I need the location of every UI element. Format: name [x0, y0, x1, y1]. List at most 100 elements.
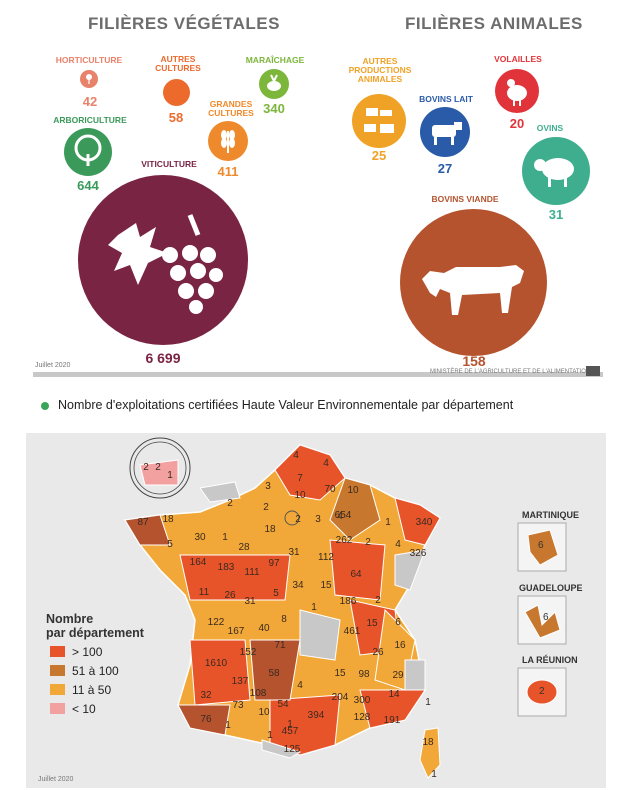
reunion-label: LA RÉUNION — [522, 655, 578, 665]
guadeloupe-label: GUADELOUPE — [519, 583, 583, 593]
department-value: 111 — [244, 567, 260, 578]
department-value: 128 — [354, 712, 371, 723]
martinique-label: MARTINIQUE — [522, 510, 579, 520]
department-value: 1 — [431, 769, 437, 780]
legend-label: 51 à 100 — [72, 664, 119, 678]
department-value: 1 — [225, 720, 231, 731]
legend-swatch — [50, 646, 65, 657]
footer-bar — [33, 372, 603, 377]
region-champagne — [329, 477, 381, 541]
department-value: 87 — [137, 517, 149, 528]
department-value: 262 — [336, 535, 353, 546]
department-value: 32 — [200, 690, 212, 701]
department-value: 18 — [264, 524, 276, 535]
department-value: 10 — [347, 485, 359, 496]
department-value: 29 — [392, 670, 404, 681]
department-value: 152 — [240, 647, 257, 658]
department-value: 112 — [318, 552, 334, 563]
department-value: 125 — [284, 744, 301, 755]
legend-title-line1: Nombre — [46, 612, 94, 626]
department-value: 654 — [335, 510, 352, 521]
bovins-lait-label: BOVINS LAIT — [419, 94, 473, 104]
no-data-massif — [299, 609, 341, 661]
volailles-label: VOLAILLES — [494, 54, 542, 64]
department-value: 64 — [350, 569, 362, 580]
bullet-icon — [41, 402, 49, 410]
flower-icon — [80, 70, 98, 88]
legend-title: Nombre par département — [46, 612, 144, 640]
corsica — [419, 727, 441, 779]
legend-label: 11 à 50 — [72, 683, 112, 697]
department-value: 15 — [320, 580, 332, 591]
department-value: 58 — [268, 668, 280, 679]
department-value: 54 — [277, 699, 289, 710]
department-value: 457 — [282, 726, 299, 737]
department-value: 1 — [311, 602, 317, 613]
grandes-cultures-value: 411 — [217, 164, 239, 179]
department-value: 1 — [267, 730, 273, 741]
department-value: 191 — [384, 715, 401, 726]
department-value: 18 — [162, 514, 174, 525]
department-value: 183 — [218, 562, 235, 573]
beef-cow-icon — [400, 209, 547, 356]
autres-cultures-label: AUTRES CULTURES — [155, 54, 201, 73]
department-value: 34 — [292, 580, 304, 591]
legend-swatch — [50, 684, 65, 695]
viticulture-value: 6 699 — [145, 350, 181, 366]
department-value: 340 — [416, 517, 433, 528]
department-value: 11 — [199, 587, 210, 598]
dairy-cow-icon — [420, 107, 470, 157]
department-value: 122 — [208, 617, 225, 628]
no-data-alpine — [404, 659, 426, 691]
department-value: 16 — [394, 640, 406, 651]
department-value: 2 — [155, 462, 161, 473]
vegetable-icon — [259, 69, 289, 99]
department-value: 4 — [395, 539, 401, 550]
department-value: 4 — [323, 458, 329, 469]
arboriculture-label: ARBORICULTURE — [53, 115, 127, 125]
horticulture-label: HORTICULTURE — [55, 55, 123, 65]
chicken-icon — [495, 69, 539, 113]
autres-productions-label: AUTRES PRODUCTIONS ANIMALES — [348, 56, 412, 84]
department-value: 71 — [274, 640, 286, 651]
department-value: 300 — [354, 695, 371, 706]
department-value: 1610 — [205, 658, 228, 669]
department-value: 3 — [315, 514, 321, 525]
farm-animals-icon — [352, 94, 406, 148]
department-value: 2 — [375, 595, 381, 606]
department-value: 5 — [167, 539, 173, 550]
department-value: 26 — [224, 590, 236, 601]
department-value: 326 — [410, 548, 427, 559]
department-value: 8 — [281, 614, 287, 625]
region-bordeaux — [189, 639, 251, 706]
no-data-pyrenees — [261, 739, 302, 759]
grandes-cultures-label: GRANDES CULTURES — [208, 99, 254, 118]
region-loire — [179, 554, 291, 601]
ministry-logo — [586, 366, 600, 376]
reunion-value: 2 — [539, 686, 545, 697]
arboriculture-value: 644 — [77, 178, 99, 193]
department-value: 30 — [194, 532, 206, 543]
legend-label: < 10 — [72, 702, 96, 716]
guadeloupe-value: 6 — [543, 612, 549, 623]
department-value: 204 — [332, 692, 349, 703]
sector-infographic: FILIÈRES VÉGÉTALES FILIÈRES ANIMALES HOR… — [0, 0, 633, 388]
department-value: 2 — [143, 462, 149, 473]
map-caption: Nombre d'exploitations certifiées Haute … — [58, 398, 514, 412]
department-value: 40 — [258, 623, 270, 634]
department-value: 2 — [263, 502, 269, 513]
department-value: 97 — [268, 558, 280, 569]
department-value: 70 — [324, 484, 336, 495]
department-value: 167 — [228, 626, 245, 637]
department-value: 98 — [358, 669, 370, 680]
legend-label: > 100 — [72, 645, 103, 659]
grape-icon — [78, 175, 248, 345]
maraichage-value: 340 — [263, 101, 285, 116]
region-languedoc — [269, 694, 341, 756]
department-value: 7 — [297, 473, 303, 484]
department-value: 4 — [337, 511, 343, 522]
no-data-nw — [199, 481, 241, 503]
department-value: 1 — [287, 719, 293, 730]
region-provence — [359, 689, 426, 729]
tree-icon — [64, 128, 112, 176]
